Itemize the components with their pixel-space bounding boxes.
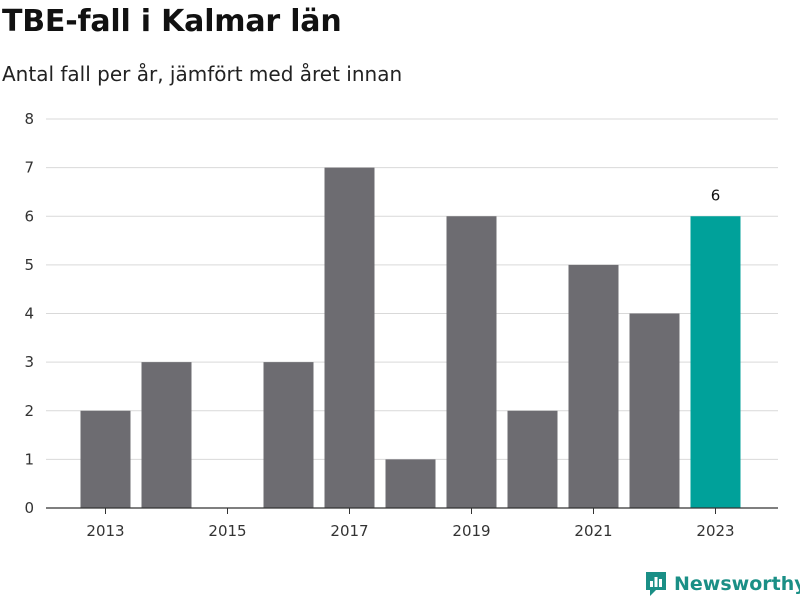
highlight-bar bbox=[690, 216, 741, 508]
chart-subtitle: Antal fall per år, jämfört med året inna… bbox=[2, 62, 403, 86]
x-tick-label: 2015 bbox=[208, 522, 246, 540]
y-tick-label: 8 bbox=[24, 110, 34, 128]
bar bbox=[263, 362, 314, 508]
bar bbox=[446, 216, 497, 508]
y-tick-label: 7 bbox=[24, 159, 34, 177]
bar-chart: 0 1 2 3 4 5 6 7 8 6 2013 2015 2017 2019 2021 2023 bbox=[24, 110, 778, 540]
y-tick-label: 0 bbox=[24, 499, 34, 517]
x-tick-label: 2019 bbox=[452, 522, 490, 540]
y-tick-label: 6 bbox=[24, 207, 34, 225]
bar bbox=[141, 362, 192, 508]
bar bbox=[80, 410, 131, 508]
y-tick-label: 1 bbox=[24, 450, 34, 468]
chart-title: TBE-fall i Kalmar län bbox=[2, 4, 342, 39]
x-tick-label: 2017 bbox=[330, 522, 368, 540]
x-tick-label: 2023 bbox=[696, 522, 734, 540]
y-tick-label: 2 bbox=[24, 402, 34, 420]
bar bbox=[568, 264, 619, 508]
brand-logo: Newsworthy bbox=[644, 570, 800, 598]
brand-name: Newsworthy bbox=[674, 573, 800, 595]
y-tick-label: 5 bbox=[24, 256, 34, 274]
newsworthy-logo-icon bbox=[646, 572, 666, 596]
bar bbox=[507, 410, 558, 508]
bar bbox=[385, 459, 436, 508]
data-label: 6 bbox=[711, 186, 721, 204]
bar bbox=[324, 167, 375, 508]
y-tick-label: 4 bbox=[24, 305, 34, 323]
bar bbox=[629, 313, 680, 508]
x-tick-label: 2021 bbox=[574, 522, 612, 540]
y-tick-label: 3 bbox=[24, 353, 34, 371]
x-tick-label: 2013 bbox=[86, 522, 124, 540]
